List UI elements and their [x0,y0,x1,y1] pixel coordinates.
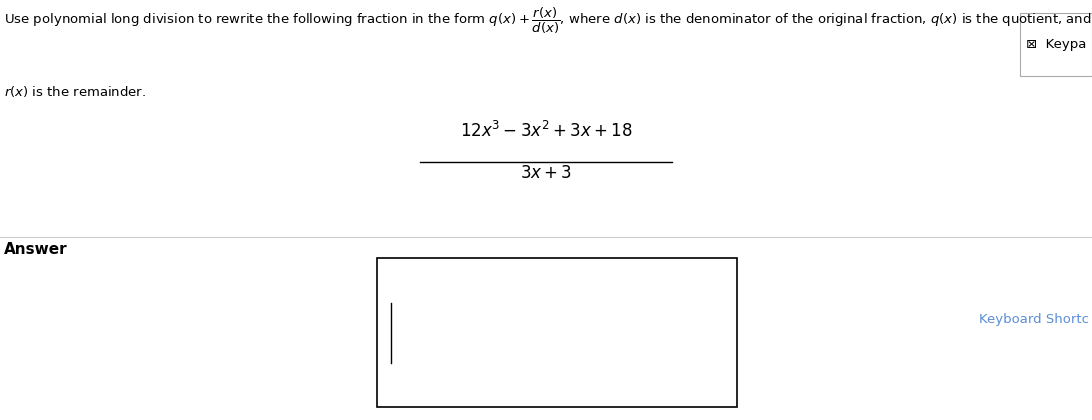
Text: $3x + 3$: $3x + 3$ [520,164,572,182]
Text: $r(x)$ is the remainder.: $r(x)$ is the remainder. [4,84,146,99]
Text: $12x^3 - 3x^2 + 3x + 18$: $12x^3 - 3x^2 + 3x + 18$ [460,121,632,141]
Bar [377,258,737,407]
Text: Answer: Answer [4,241,68,257]
Bar [1020,13,1092,76]
Text: Use polynomial long division to rewrite the following fraction in the form $q(x): Use polynomial long division to rewrite … [4,6,1092,37]
Text: ⊠  Keypa: ⊠ Keypa [1025,38,1087,50]
Text: Keyboard Shortc: Keyboard Shortc [978,313,1089,326]
